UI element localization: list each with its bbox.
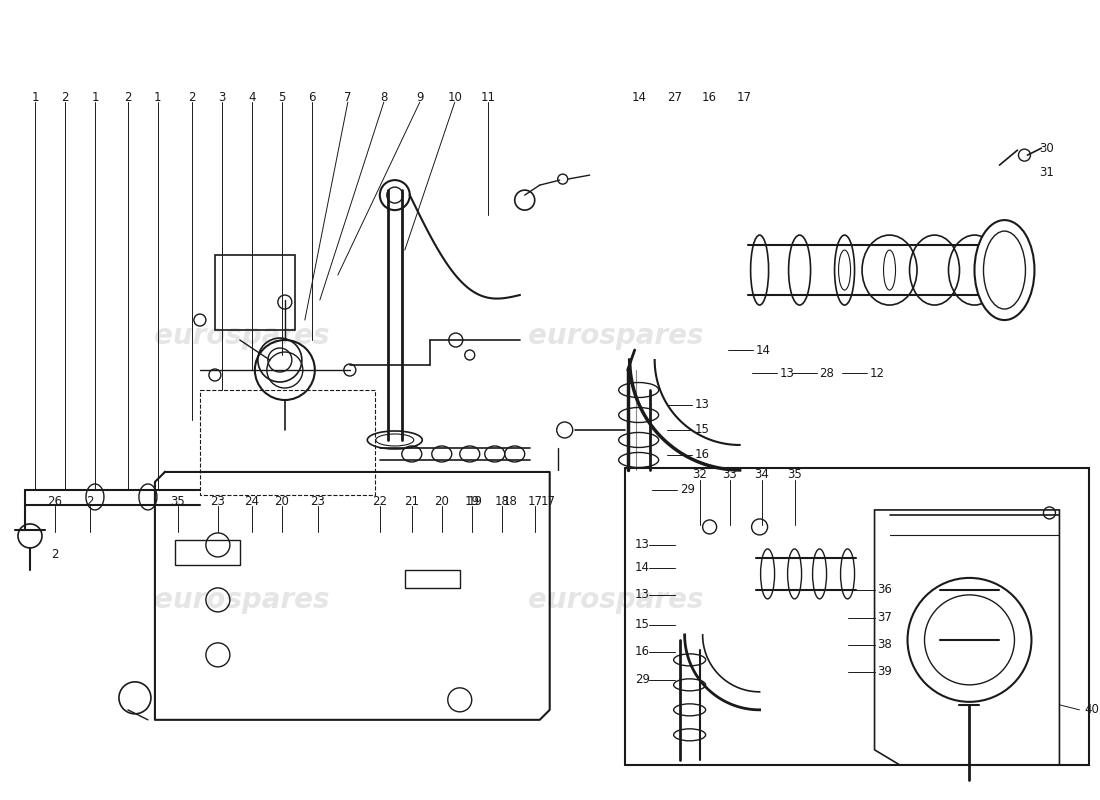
Text: 14: 14 — [756, 343, 771, 357]
Bar — [405, 570, 460, 588]
Text: 30: 30 — [1040, 142, 1054, 154]
Text: 17: 17 — [540, 495, 556, 509]
Bar — [214, 255, 295, 330]
Bar — [200, 390, 375, 495]
Text: 23: 23 — [310, 495, 326, 509]
Text: 2: 2 — [62, 90, 68, 104]
Text: 12: 12 — [869, 366, 884, 379]
Text: 1: 1 — [31, 90, 38, 104]
Text: 3: 3 — [218, 90, 226, 104]
Text: 20: 20 — [274, 495, 289, 509]
Text: 29: 29 — [635, 674, 650, 686]
Text: eurospares: eurospares — [154, 322, 330, 350]
Text: 18: 18 — [494, 495, 509, 509]
Text: 9: 9 — [416, 90, 424, 104]
Text: 33: 33 — [723, 469, 737, 482]
Text: 18: 18 — [503, 495, 517, 509]
Text: 35: 35 — [170, 495, 185, 509]
Text: 15: 15 — [635, 618, 649, 631]
Text: 16: 16 — [635, 646, 650, 658]
Text: 15: 15 — [694, 423, 710, 437]
Text: 29: 29 — [680, 483, 694, 497]
Text: 34: 34 — [755, 469, 769, 482]
Text: 32: 32 — [692, 469, 707, 482]
Text: 13: 13 — [635, 588, 649, 602]
Text: 19: 19 — [464, 495, 480, 509]
Text: 13: 13 — [780, 366, 794, 379]
Text: 1: 1 — [154, 90, 162, 104]
Text: 39: 39 — [878, 666, 892, 678]
Text: eurospares: eurospares — [528, 586, 703, 614]
Text: 6: 6 — [308, 90, 316, 104]
Text: 14: 14 — [635, 562, 650, 574]
Text: 2: 2 — [188, 90, 196, 104]
Text: 16: 16 — [694, 449, 710, 462]
Text: 22: 22 — [372, 495, 387, 509]
Text: 1: 1 — [91, 90, 99, 104]
Text: 7: 7 — [344, 90, 352, 104]
Text: 14: 14 — [632, 90, 647, 104]
Text: 11: 11 — [481, 90, 495, 104]
Text: 38: 38 — [878, 638, 892, 651]
Text: eurospares: eurospares — [528, 322, 703, 350]
Text: 17: 17 — [527, 495, 542, 509]
Text: 16: 16 — [702, 90, 717, 104]
Text: 23: 23 — [210, 495, 225, 509]
Text: eurospares: eurospares — [154, 586, 330, 614]
Text: 19: 19 — [468, 495, 482, 509]
Text: 21: 21 — [405, 495, 419, 509]
Text: 17: 17 — [737, 90, 752, 104]
Bar — [625, 468, 1089, 765]
Bar — [175, 540, 240, 565]
Text: 13: 13 — [694, 398, 710, 411]
Text: 13: 13 — [635, 538, 649, 551]
Text: 26: 26 — [47, 495, 63, 509]
Text: 37: 37 — [878, 611, 892, 624]
Text: 5: 5 — [278, 90, 286, 104]
Text: 8: 8 — [381, 90, 387, 104]
Text: 31: 31 — [1040, 166, 1054, 178]
Text: 20: 20 — [434, 495, 449, 509]
Text: 2: 2 — [124, 90, 132, 104]
Text: 36: 36 — [878, 583, 892, 597]
Text: 24: 24 — [244, 495, 260, 509]
Text: 2: 2 — [86, 495, 94, 509]
Text: 4: 4 — [249, 90, 255, 104]
Text: 10: 10 — [448, 90, 462, 104]
Text: 2: 2 — [52, 549, 58, 562]
Text: 27: 27 — [667, 90, 682, 104]
Text: 40: 40 — [1085, 703, 1099, 716]
Ellipse shape — [975, 220, 1034, 320]
Text: 28: 28 — [820, 366, 835, 379]
Text: 35: 35 — [788, 469, 802, 482]
